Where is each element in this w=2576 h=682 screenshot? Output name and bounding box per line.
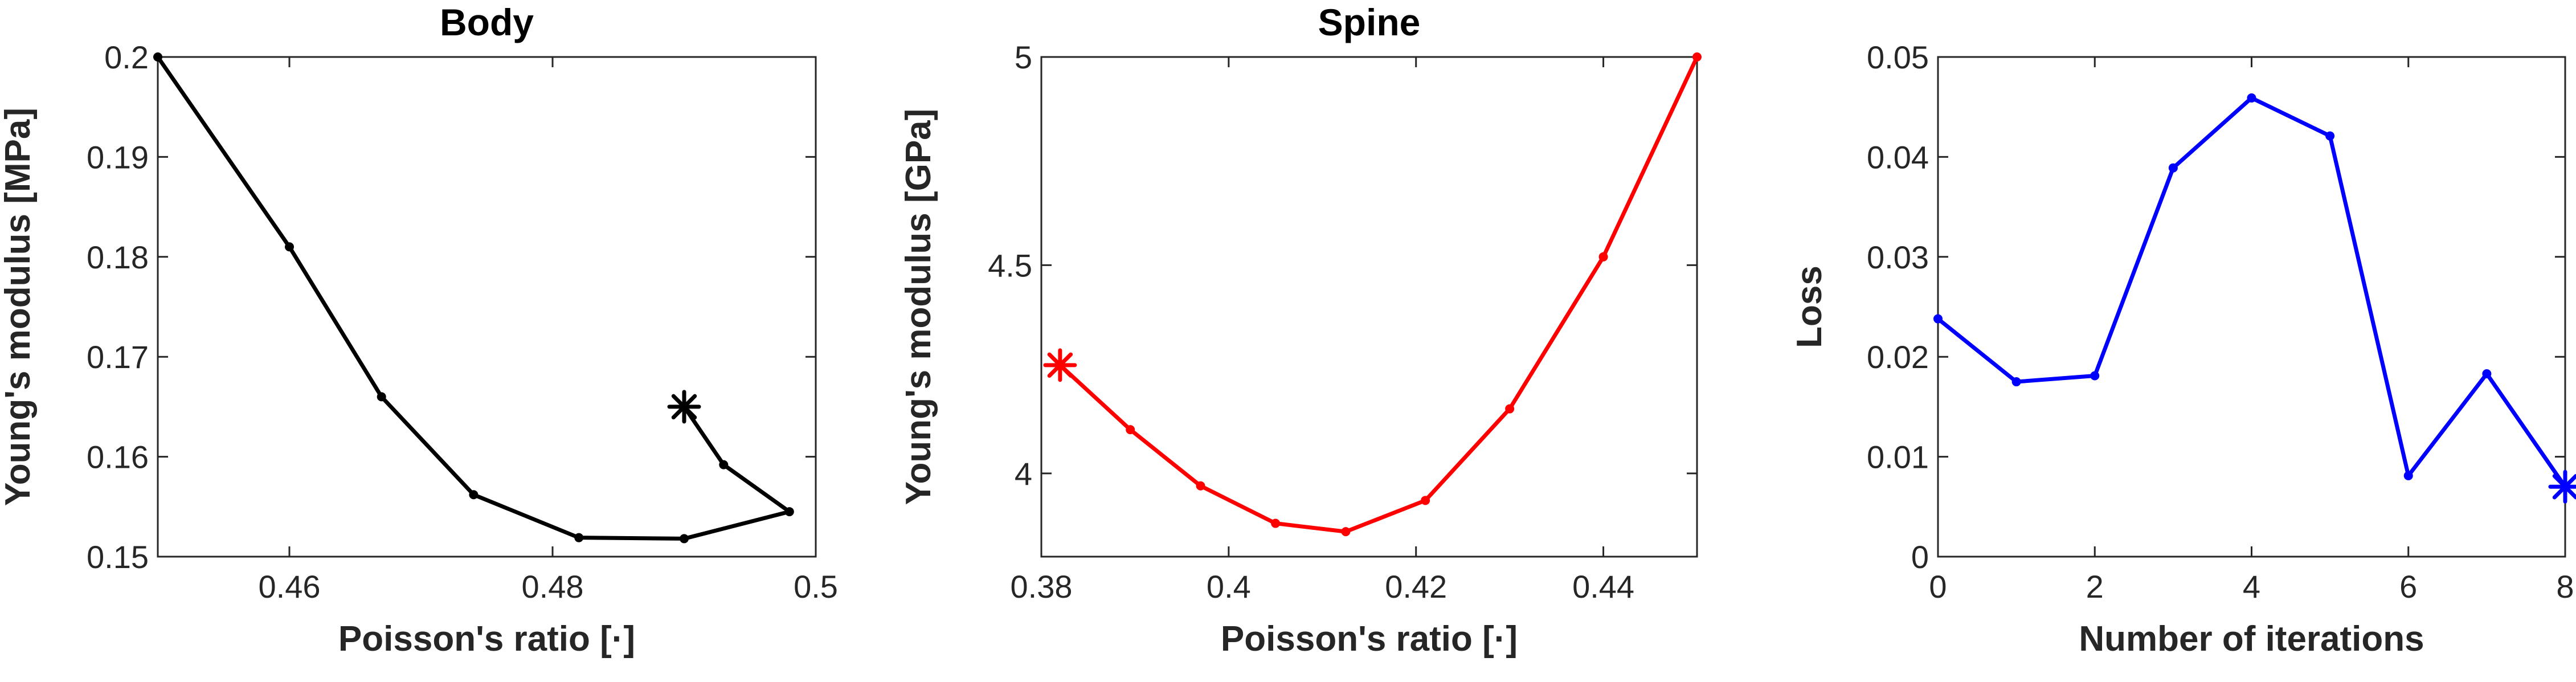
data-point <box>1421 496 1430 505</box>
y-tick-label: 0.2 <box>104 39 149 75</box>
asterisk-stroke <box>1047 352 1073 378</box>
chart-panel-2: 0.38 0.4 0.42 0.44 4 4.5 5 Poisson's ratio [·] Y… <box>899 1 1702 659</box>
y-tick-label: 0.04 <box>1867 139 1929 175</box>
x-tick-label: 8 <box>2556 569 2574 605</box>
data-point <box>2090 371 2100 381</box>
y-tick-label: 0.15 <box>87 539 149 575</box>
x-tick-label: 2 <box>2086 569 2104 605</box>
x-tick-label: 0 <box>1929 569 1947 605</box>
data-point <box>2325 131 2335 141</box>
x-axis-label: Poisson's ratio [·] <box>338 619 635 659</box>
data-point <box>2403 471 2413 480</box>
data-point <box>1933 314 1943 324</box>
series-line <box>1936 96 2567 489</box>
axes-frame <box>157 56 817 558</box>
y-axis-label: Young's modulus [MPa] <box>0 108 38 506</box>
y-tick-label: 0.16 <box>87 439 149 475</box>
y-tick-label: 4.5 <box>988 247 1032 283</box>
data-point <box>1598 252 1608 262</box>
x-tick-label: 0.42 <box>1385 569 1447 605</box>
x-tick-label: 6 <box>2399 569 2417 605</box>
final-point-asterisk-marker <box>2548 469 2576 504</box>
data-point <box>1505 404 1515 414</box>
asterisk-stroke <box>671 394 697 420</box>
data-point <box>2482 369 2492 379</box>
data-point <box>1341 527 1351 537</box>
chart-panel-3: 0 2 4 6 8 0 0.01 0.02 0.03 0.04 0.05 Number of iter… <box>1790 39 2576 659</box>
x-axis-label: Number of iterations <box>2079 619 2424 659</box>
x-tick-label: 0.5 <box>794 569 838 605</box>
y-tick-label: 0.05 <box>1867 39 1929 75</box>
x-tick-label: 0.46 <box>259 569 321 605</box>
chart-panel-1: 0.46 0.48 0.5 0.15 0.16 0.17 0.18 0.19 0.2 Poisso… <box>0 1 838 659</box>
y-tick-label: 0.03 <box>1867 239 1929 275</box>
data-point <box>784 507 794 517</box>
x-tick-label: 0.48 <box>522 569 584 605</box>
data-point <box>285 242 294 252</box>
x-axis-label: Poisson's ratio [·] <box>1221 619 1518 659</box>
y-tick-label: 0.19 <box>87 139 149 175</box>
y-tick-label: 0 <box>1911 539 1929 575</box>
final-point-asterisk-marker <box>667 390 701 424</box>
asterisk-stroke <box>2552 474 2576 500</box>
y-axis-label: Young's modulus [GPa] <box>899 109 938 505</box>
x-tick-label: 0.44 <box>1572 569 1634 605</box>
y-tick-label: 5 <box>1015 39 1032 75</box>
axes-frame <box>1937 56 2566 558</box>
data-point <box>153 52 162 62</box>
y-tick-label: 0.01 <box>1867 439 1929 475</box>
data-point <box>1271 518 1281 528</box>
chart-title: Body <box>440 1 534 43</box>
series-line <box>156 55 792 541</box>
data-point <box>1196 481 1205 491</box>
data-point <box>2011 377 2021 387</box>
data-point <box>1126 425 1135 435</box>
x-tick-label: 0.38 <box>1011 569 1073 605</box>
data-point <box>377 392 386 402</box>
series-line <box>1058 55 1699 534</box>
data-point <box>680 534 689 544</box>
axes-frame <box>1040 56 1698 558</box>
data-point <box>2247 93 2256 103</box>
x-tick-label: 4 <box>2243 569 2260 605</box>
chart-title: Spine <box>1318 1 1421 43</box>
data-point <box>719 460 729 469</box>
y-tick-label: 0.18 <box>87 239 149 275</box>
y-tick-label: 0.17 <box>87 339 149 375</box>
y-axis-label: Loss <box>1790 266 1829 348</box>
data-point <box>469 490 479 500</box>
y-tick-label: 0.02 <box>1867 339 1929 375</box>
final-point-asterisk-marker <box>1043 348 1077 382</box>
data-point <box>574 533 584 542</box>
x-tick-label: 0.4 <box>1207 569 1251 605</box>
data-point <box>1692 52 1702 62</box>
data-point <box>2168 163 2178 173</box>
y-tick-label: 4 <box>1015 456 1032 492</box>
